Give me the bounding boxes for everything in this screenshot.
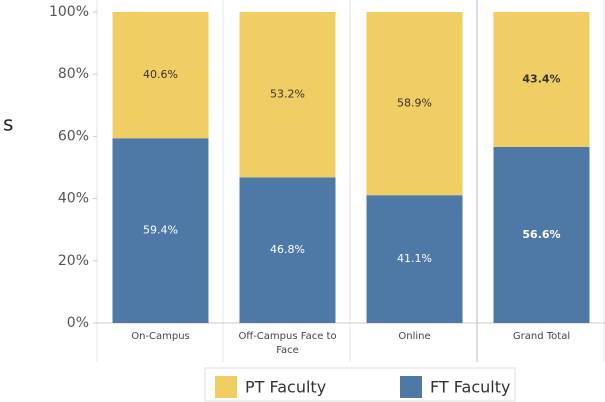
legend-label: PT Faculty: [245, 378, 326, 397]
data-label: 58.9%: [397, 97, 432, 110]
bar-segment: [239, 12, 336, 178]
bar-segment: [366, 195, 463, 323]
bar-segment: [366, 12, 463, 196]
bar-segment: [112, 12, 209, 139]
side-text: s: [3, 112, 13, 136]
data-label: 59.4%: [143, 224, 178, 237]
legend-swatch: [400, 376, 422, 398]
y-tick-label: 80%: [58, 66, 89, 82]
data-label: 53.2%: [270, 88, 305, 101]
x-tick-label: Off-Campus Face to Face: [238, 331, 336, 356]
bar-segment: [493, 146, 590, 323]
y-tick-label: 100%: [49, 4, 89, 20]
bar-segment: [112, 138, 209, 323]
legend-swatch: [215, 376, 237, 398]
y-tick-label: 60%: [58, 128, 89, 144]
data-label: 46.8%: [270, 243, 305, 256]
bar-segment: [239, 177, 336, 323]
data-label: 56.6%: [522, 228, 560, 241]
y-tick-label: 20%: [58, 253, 89, 269]
x-tick-label: Online: [398, 331, 430, 342]
bar-segment: [493, 12, 590, 147]
x-tick-label: Grand Total: [513, 331, 570, 342]
y-tick-label: 0%: [67, 315, 89, 331]
y-tick-label: 40%: [58, 191, 89, 207]
legend-box: [204, 367, 516, 402]
data-label: 40.6%: [143, 68, 178, 81]
data-label: 41.1%: [397, 252, 432, 265]
x-tick-label: On-Campus: [131, 331, 190, 342]
legend-label: FT Faculty: [430, 378, 510, 397]
data-label: 43.4%: [522, 72, 560, 85]
